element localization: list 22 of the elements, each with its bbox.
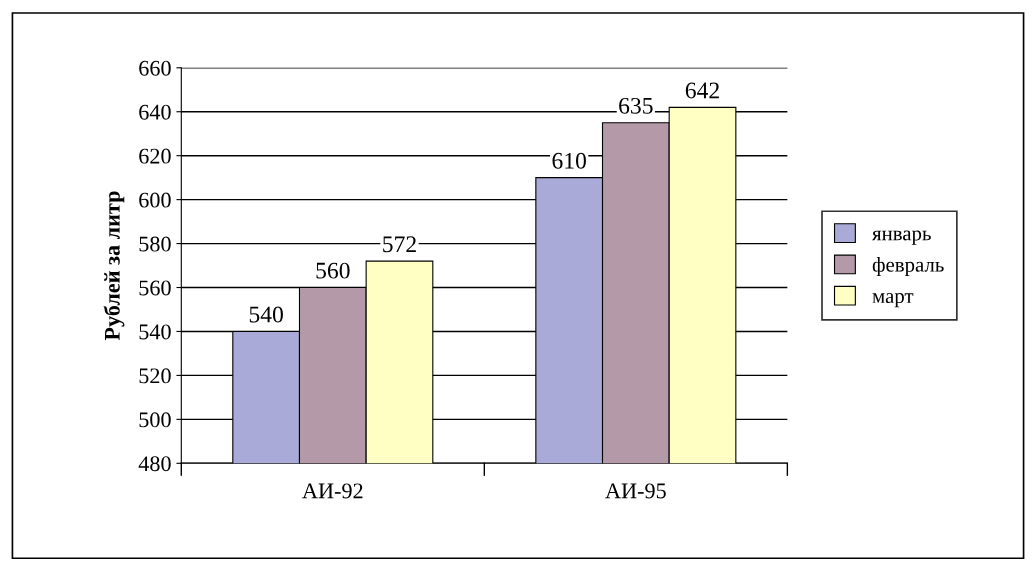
x-tick-label: АИ-95 [605,483,666,499]
y-tick-label: 600 [139,192,171,208]
y-tick-label: 480 [138,456,171,472]
legend-label: март [872,293,914,308]
x-tick-label: АИ-92 [302,483,363,499]
y-tick-label: 640 [139,104,171,120]
y-tick-label: 520 [139,368,171,384]
data-label: 560 [316,262,350,279]
legend-label: январь [872,230,931,245]
legend-label: февраль [872,257,944,276]
y-tick-label: 540 [139,324,171,340]
data-label: 540 [249,306,283,323]
y-tick-label: 620 [139,148,171,164]
y-tick-label: 500 [139,412,171,428]
y-axis-title: Рублей за литр [103,191,125,341]
y-tick-label: 660 [139,60,171,76]
data-label: 642 [685,82,719,99]
y-tick-label: 580 [139,236,171,252]
data-label: 635 [619,97,653,114]
y-tick-label: 560 [139,280,171,296]
data-label: 572 [383,236,416,253]
data-label: 610 [552,152,586,169]
